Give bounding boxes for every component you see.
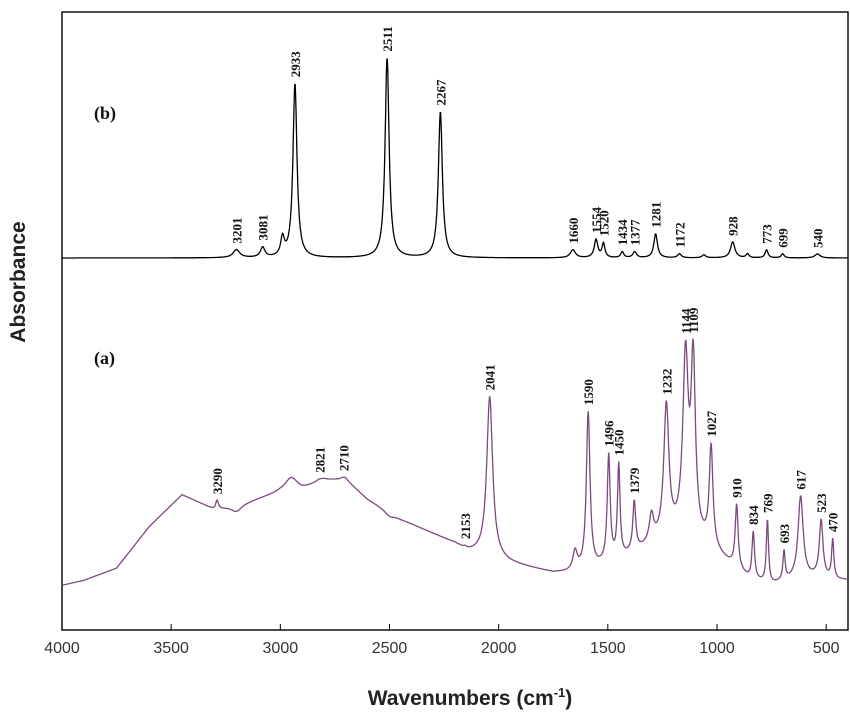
peak-label: 1660	[566, 218, 581, 244]
peak-label: 1590	[581, 379, 596, 405]
peak-label: 1450	[612, 430, 627, 456]
peak-label: 773	[760, 224, 775, 244]
peak-label: 769	[760, 493, 775, 513]
peak-label: 2041	[483, 364, 498, 390]
x-tick-label: 2500	[372, 640, 408, 657]
peak-label: 1377	[628, 219, 643, 246]
peak-label: 3081	[256, 215, 271, 241]
peak-label: 1379	[627, 467, 642, 494]
plot-border	[61, 11, 849, 631]
peak-label: 2267	[433, 79, 448, 106]
series-a	[61, 338, 848, 586]
series-b	[62, 58, 848, 259]
peak-label: 1027	[704, 410, 719, 437]
peak-label: 2821	[312, 447, 327, 473]
peak-label: 834	[746, 505, 761, 525]
x-axis-title-close: )	[565, 687, 572, 710]
panel-label-b: (b)	[94, 103, 116, 124]
y-axis-title: Absorbance	[7, 221, 30, 342]
x-tick-label: 4000	[44, 640, 80, 657]
peak-label: 1496	[602, 420, 617, 447]
plot-frame	[61, 11, 849, 631]
peak-label: 3290	[210, 468, 225, 494]
x-tick-label: 500	[813, 640, 840, 657]
peak-label: 523	[814, 493, 829, 513]
peak-label: 693	[777, 523, 792, 543]
x-axis-title-main: Wavenumbers (cm	[368, 687, 554, 710]
x-axis-title-superscript: -1	[554, 685, 566, 700]
peak-label: 3201	[229, 217, 244, 243]
x-tick-label: 1500	[590, 640, 626, 657]
peak-label: 699	[776, 228, 791, 248]
spectrum-line-a	[61, 338, 848, 586]
x-tick-label: 2000	[481, 640, 517, 657]
x-tick-label: 3000	[263, 640, 299, 657]
panel-label-a: (a)	[94, 348, 115, 369]
x-tick-label: 1000	[699, 640, 735, 657]
spectrum-line-b	[62, 58, 848, 259]
x-axis-title: Wavenumbers (cm-1)	[368, 685, 573, 710]
peak-label: 1232	[659, 369, 674, 395]
peak-label: 2153	[458, 513, 473, 540]
peak-label: 928	[726, 216, 741, 236]
peak-label: 1434	[615, 219, 630, 246]
peak-label: 617	[794, 470, 809, 490]
x-tick-label: 3500	[153, 640, 189, 657]
x-axis-ticks: 4000 3500 3000 2500 2000 1500 1000 500	[44, 624, 840, 657]
peak-label: 2933	[288, 51, 303, 78]
peak-label: 1172	[672, 222, 687, 247]
peak-label: 1520	[596, 210, 611, 236]
peak-label: 1109	[686, 307, 701, 333]
peak-label: 540	[810, 228, 825, 248]
peak-label: 1144	[679, 308, 694, 334]
peak-label: 910	[730, 478, 745, 498]
peak-label: 470	[826, 513, 841, 533]
peak-label: 1281	[649, 202, 664, 228]
peak-label: 2710	[337, 445, 352, 471]
peak-label: 2511	[380, 26, 395, 51]
peak-label: 1554	[589, 206, 604, 233]
